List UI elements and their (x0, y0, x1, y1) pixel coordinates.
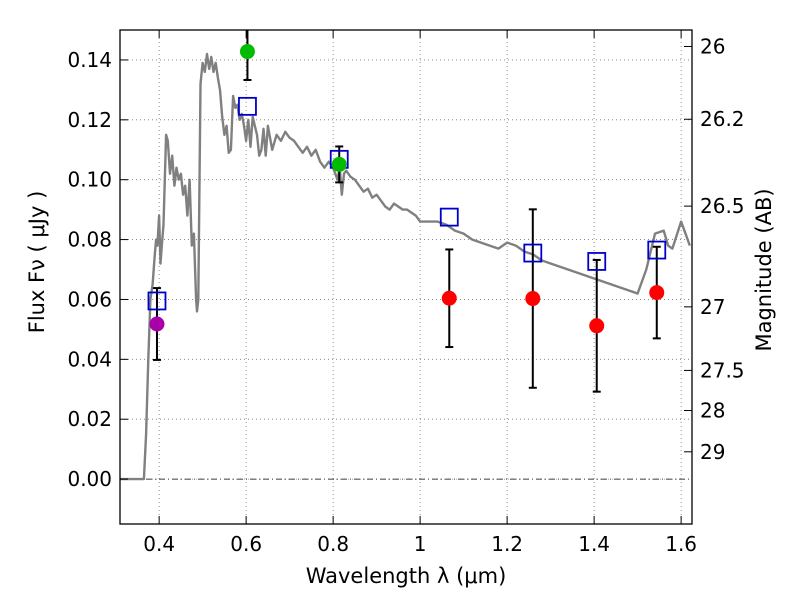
y-tick-label: 0.14 (67, 48, 112, 72)
x-axis-label: Wavelength λ (μm) (306, 564, 507, 588)
magnitude-tick-label: 26.5 (700, 194, 745, 218)
x-tick-label: 0.8 (317, 532, 349, 556)
y-axis-label-text: Flux Fν ( μJy ) (25, 191, 49, 334)
model-photometry-point (587, 252, 607, 271)
y-axis-ticks: 0.00 0.02 0.04 0.06 0.08 0.10 0.12 0.14 (67, 48, 128, 491)
observed-photometry-point (149, 316, 165, 332)
y-tick-label: 0.04 (67, 347, 112, 371)
magnitude-tick-label: 28 (700, 399, 725, 423)
observed-photometry-point (331, 156, 347, 172)
observed-photometry-point (441, 290, 457, 306)
model-photometry-point (523, 243, 543, 263)
x-axis-ticks: 0.4 0.6 0.8 1 1.2 1.4 1.6 (143, 30, 697, 556)
model-photometry-layer (147, 96, 667, 311)
model-photometry-point (647, 240, 667, 260)
y-tick-label: 0.12 (67, 108, 112, 132)
x-tick-label: 0.6 (230, 532, 262, 556)
magnitude-axis-ticks: 26 26.2 26.5 27 27.5 28 29 (684, 34, 745, 464)
x-axis-label-text: Wavelength λ (μm) (306, 564, 507, 588)
magnitude-tick-label: 27 (700, 295, 725, 319)
magnitude-axis-label: Magnitude (AB) (752, 188, 776, 351)
magnitude-tick-label: 26 (700, 34, 725, 58)
x-tick-label: 0.4 (143, 532, 175, 556)
grid (120, 30, 692, 524)
observed-photometry-point (239, 44, 255, 60)
y-tick-label: 0.06 (67, 287, 112, 311)
y-tick-label: 0.08 (67, 228, 112, 252)
y-tick-label: 0.00 (67, 467, 112, 491)
y-tick-label: 0.02 (67, 407, 112, 431)
model-sed-layer (120, 52, 691, 481)
model-photometry-point (238, 96, 257, 116)
observed-photometry-point (589, 318, 605, 334)
x-tick-label: 1.2 (491, 532, 523, 556)
y-tick-label: 0.10 (67, 168, 112, 192)
model-photometry-point (147, 291, 167, 311)
y-axis-label: Flux Fν ( μJy ) (25, 191, 49, 334)
x-tick-label: 1 (414, 532, 427, 556)
x-tick-label: 1.4 (578, 532, 610, 556)
observed-photometry-point (525, 291, 541, 307)
observed-photometry-layer (149, 44, 665, 334)
magnitude-tick-label: 29 (700, 440, 725, 464)
model-photometry-point (439, 207, 459, 227)
x-tick-label: 1.6 (665, 532, 697, 556)
magnitude-tick-label: 26.2 (700, 107, 745, 131)
observed-photometry-point (649, 285, 665, 301)
plot-frame (119, 29, 693, 525)
magnitude-tick-label: 27.5 (700, 358, 745, 382)
magnitude-axis-label-text: Magnitude (AB) (752, 188, 776, 351)
model-sed-line (120, 52, 691, 481)
